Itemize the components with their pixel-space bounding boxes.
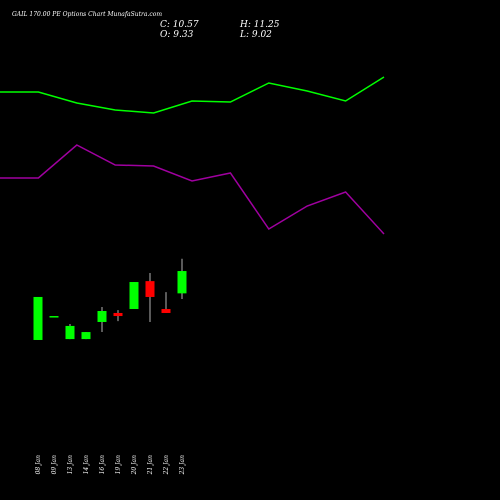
candle-body: [49, 316, 59, 318]
ohlc-label: C: 10.57: [160, 20, 199, 30]
candle-body: [177, 271, 187, 294]
candle-body: [145, 281, 155, 297]
ohlc-label: H: 11.25: [239, 20, 280, 30]
x-tick-label: 23 Jan: [179, 455, 186, 476]
candle-body: [129, 282, 139, 310]
x-tick-label: 08 Jan: [35, 455, 42, 475]
x-tick-label: 19 Jan: [115, 455, 122, 475]
x-tick-label: 13 Jan: [67, 455, 74, 475]
candle-body: [33, 296, 43, 340]
ohlc-label: L: 9.02: [239, 30, 272, 40]
indicator-line: [0, 76, 385, 114]
candle-body: [65, 325, 75, 340]
x-tick-label: 14 Jan: [83, 455, 90, 475]
x-tick-label: 22 Jan: [163, 455, 170, 476]
x-tick-label: 16 Jan: [99, 455, 106, 475]
x-tick-label: 09 Jan: [51, 455, 58, 475]
indicator-line: [0, 144, 385, 235]
ohlc-label: O: 9.33: [160, 30, 194, 40]
x-tick-label: 21 Jan: [147, 455, 154, 476]
candle-body: [161, 309, 171, 313]
candle-body: [113, 312, 123, 317]
candle-body: [97, 311, 107, 322]
x-tick-label: 20 Jan: [131, 455, 138, 476]
candle-body: [81, 332, 91, 340]
chart-title: GAIL 170.00 PE Options Chart MunafaSutra…: [12, 11, 162, 18]
